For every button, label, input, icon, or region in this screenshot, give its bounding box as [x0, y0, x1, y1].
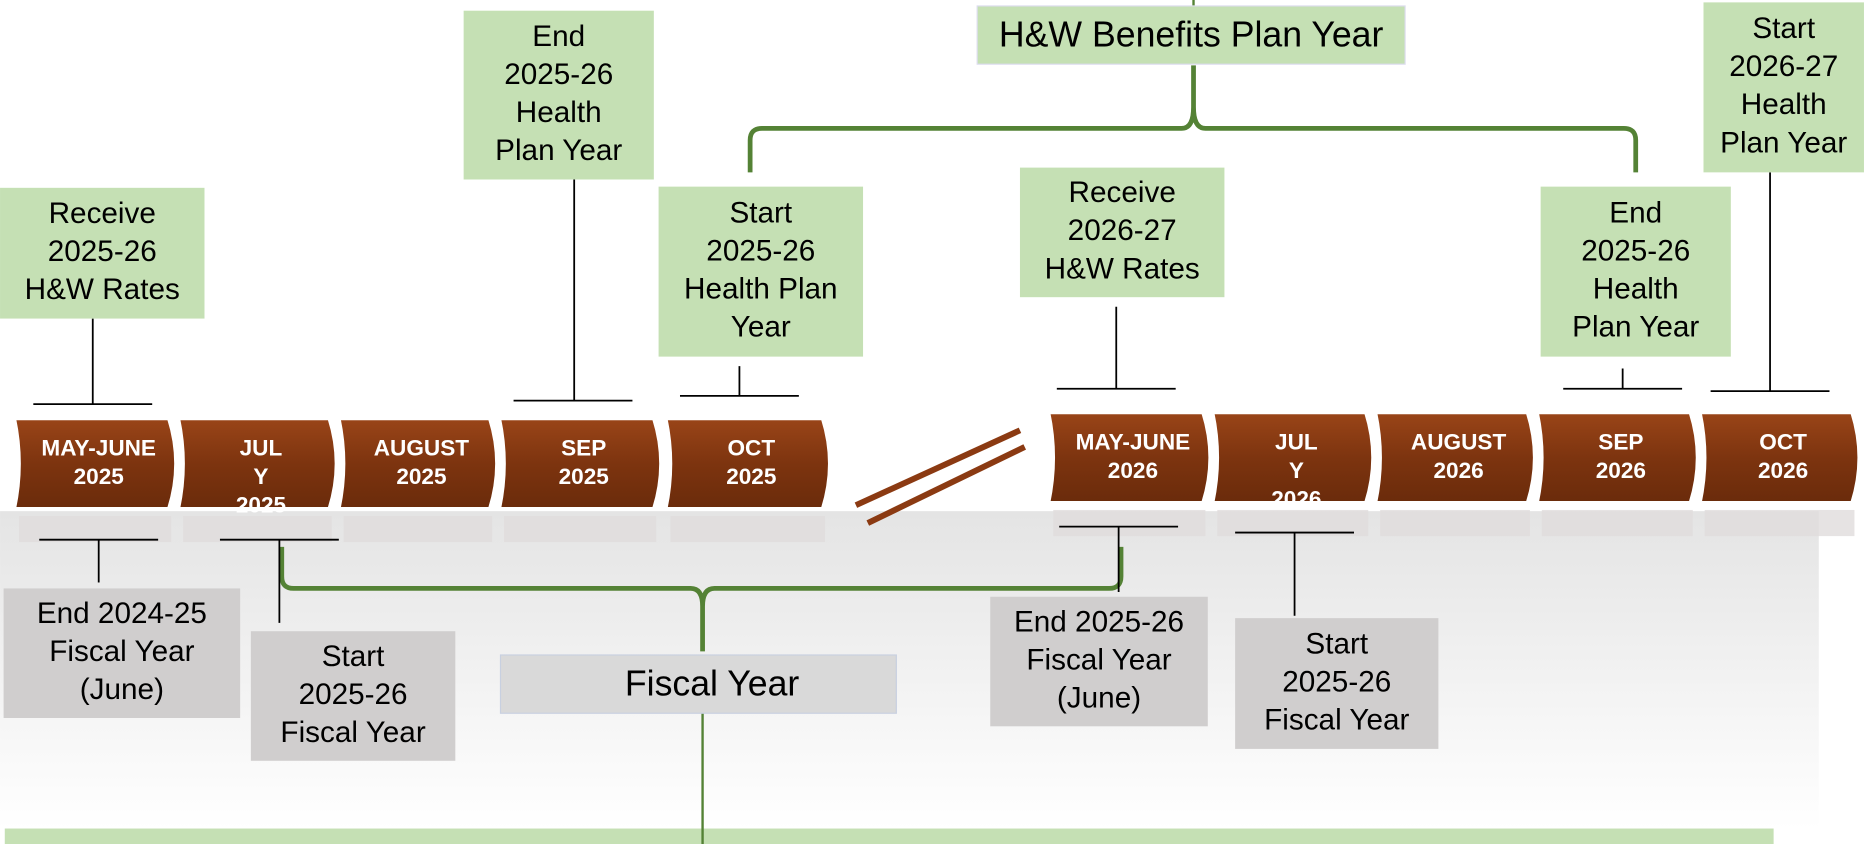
segment-label: MAY-JUNE — [41, 435, 156, 460]
callout-text: (June) — [1057, 681, 1141, 714]
callout-text: Health Plan — [684, 272, 838, 305]
callout-text: 2025-26 — [504, 58, 613, 91]
callout-text: (June) — [80, 673, 164, 706]
segment-label: 2025 — [559, 464, 609, 489]
callout-text: Fiscal Year — [280, 716, 425, 749]
callout-box — [463, 10, 654, 180]
callout-text: Receive — [1069, 176, 1176, 209]
benefits-brace — [747, 65, 1639, 173]
fiscal-brace — [279, 546, 1124, 652]
segment-label: SEP — [561, 435, 606, 460]
segment-label: Y — [253, 464, 268, 489]
segment-label: OCT — [1759, 429, 1807, 454]
month-segment — [1046, 410, 1212, 505]
callout-text: Start — [1752, 12, 1815, 45]
callout-text: Plan Year — [1720, 126, 1847, 159]
segment-label: 2026 — [1596, 458, 1646, 483]
segment-label: 2025 — [396, 464, 446, 489]
callout-text: Plan Year — [495, 134, 622, 167]
callout-text: Start — [729, 196, 792, 229]
segment-label: MAY-JUNE — [1076, 429, 1191, 454]
callout-box — [658, 186, 864, 357]
month-segment — [1697, 410, 1861, 505]
segment-label: AUGUST — [374, 435, 470, 460]
callout-box — [1235, 618, 1439, 749]
benefits-label-box — [976, 5, 1406, 65]
callout-text: Plan Year — [1572, 311, 1699, 344]
segment-label: JUL — [240, 435, 283, 460]
month-segment — [336, 416, 499, 511]
callout-text: End 2025-26 — [1014, 605, 1184, 638]
callout-text: Health — [516, 96, 602, 129]
segment-label: Y — [1289, 458, 1304, 483]
segment-reflection — [1541, 509, 1693, 537]
timeline: MAY-JUNE 2025 JUL Y 2025 AUGUST 2025 SEP 2025 OCT… — [0, 2, 1864, 761]
segment-reflection — [19, 515, 172, 543]
callout-text: Year — [731, 311, 791, 344]
segment-reflection — [670, 515, 826, 543]
callout-text: Receive — [49, 197, 156, 230]
segment-label: 2025 — [74, 464, 124, 489]
callout-text: Fiscal Year — [1264, 703, 1409, 736]
callout-text: 2025-26 — [706, 234, 815, 267]
segment-label: OCT — [727, 435, 775, 460]
break-mark — [854, 427, 1022, 508]
callout-text: Start — [322, 640, 385, 673]
callout-text: H&W Rates — [25, 273, 180, 306]
break-mark — [866, 444, 1027, 526]
callout-text: 2026-27 — [1068, 214, 1177, 247]
segment-label: JUL — [1275, 429, 1318, 454]
month-segment — [1534, 410, 1700, 505]
callout-text: 2025-26 — [48, 235, 157, 268]
segment-label: 2025 — [236, 492, 286, 517]
callout-text: Start — [1305, 627, 1368, 660]
segment-label: 2026 — [1433, 458, 1483, 483]
segment-reflection — [1053, 509, 1206, 537]
month-segment — [176, 416, 339, 511]
segment-reflection — [1704, 509, 1855, 537]
segment-label: 2026 — [1758, 458, 1808, 483]
segment-label: 2026 — [1271, 486, 1321, 511]
callout-text: Health — [1741, 88, 1827, 121]
segment-label: 2025 — [726, 464, 776, 489]
benefits-label: H&W Benefits Plan Year — [999, 14, 1384, 54]
callout-text: 2025-26 — [1581, 234, 1690, 267]
month-segment — [12, 416, 178, 511]
callout-text: End — [532, 20, 585, 53]
fiscal-label: Fiscal Year — [625, 663, 800, 703]
callout-text: End — [1609, 196, 1662, 229]
callout-box — [1540, 186, 1731, 357]
callout-text: 2025-26 — [299, 678, 408, 711]
callout-box — [0, 187, 205, 319]
callout-box — [990, 596, 1208, 727]
callout-box — [1703, 2, 1864, 173]
month-segment — [1373, 410, 1537, 505]
segment-label: 2026 — [1108, 458, 1158, 483]
callout-text: 2025-26 — [1282, 665, 1391, 698]
segment-label: SEP — [1598, 429, 1643, 454]
callout-text: Health — [1593, 272, 1679, 305]
callout-text: Fiscal Year — [1026, 643, 1171, 676]
callout-box — [1019, 167, 1225, 298]
segment-reflection — [504, 515, 657, 543]
month-segment — [663, 416, 832, 511]
callout-box — [250, 631, 456, 761]
segment-label: AUGUST — [1411, 429, 1507, 454]
bottom-bar — [4, 828, 1774, 844]
callout-text: Fiscal Year — [49, 635, 194, 668]
segment-reflection — [1380, 509, 1530, 537]
callout-text: 2026-27 — [1729, 50, 1838, 83]
month-segment — [497, 416, 663, 511]
segment-reflection — [343, 515, 493, 543]
fiscal-label-box — [499, 654, 897, 714]
callout-text: End 2024-25 — [37, 597, 207, 630]
callout-box — [3, 588, 241, 718]
callout-text: H&W Rates — [1045, 252, 1200, 285]
segment-reflection — [183, 515, 332, 543]
month-segment — [1210, 410, 1375, 505]
